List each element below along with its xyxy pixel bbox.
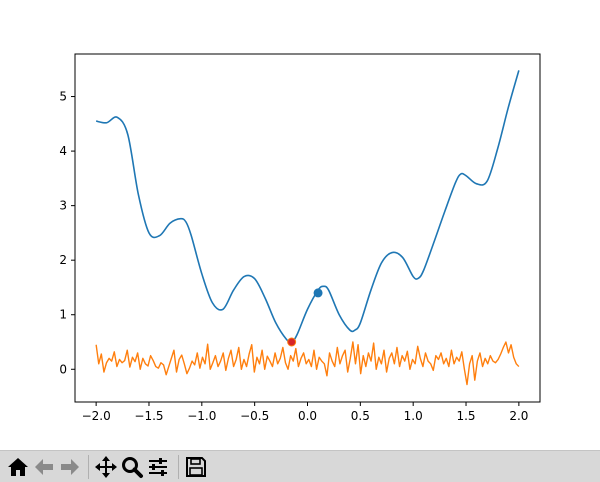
y-tick-label: 3 (59, 199, 67, 213)
zoom-button[interactable] (120, 455, 144, 479)
x-tick-label: 1.5 (456, 409, 475, 423)
y-tick-label: 4 (59, 144, 67, 158)
home-button[interactable] (6, 455, 30, 479)
toolbar-separator (178, 455, 179, 479)
y-tick-label: 5 (59, 90, 67, 104)
zoom-icon (122, 457, 143, 478)
x-tick-label: 1.0 (404, 409, 423, 423)
y-tick-label: 0 (59, 362, 67, 376)
figure-canvas: −2.0 −1.5 −1.0 −0.5 0.0 0.5 1.0 1.5 2.0 0 1 2 3 4 5 (59, 53, 541, 423)
forward-arrow-icon (61, 459, 79, 475)
back-button[interactable] (32, 455, 56, 479)
configure-subplots-icon (149, 458, 167, 476)
home-icon (8, 458, 28, 476)
x-tick-label: −2.0 (82, 409, 111, 423)
plot-area: −2.0 −1.5 −1.0 −0.5 0.0 0.5 1.0 1.5 2.0 0 1 2 3 4 5 (59, 53, 541, 423)
x-tick-label: −0.5 (240, 409, 269, 423)
forward-button[interactable] (58, 455, 82, 479)
y-tick-label: 1 (59, 308, 67, 322)
minimum-point (287, 337, 297, 347)
axes-frame (74, 53, 541, 403)
pan-button[interactable] (94, 455, 118, 479)
points-layer (287, 288, 323, 347)
pan-icon (95, 456, 117, 478)
y-tick-label: 2 (59, 253, 67, 267)
configure-subplots-button[interactable] (146, 455, 170, 479)
y-axis-ticks: 0 1 2 3 4 5 (59, 90, 75, 376)
x-axis-ticks: −2.0 −1.5 −1.0 −0.5 0.0 0.5 1.0 1.5 2.0 (82, 402, 528, 423)
x-tick-label: 2.0 (509, 409, 528, 423)
toolbar-separator (88, 455, 89, 479)
back-arrow-icon (35, 459, 53, 475)
x-tick-label: 0.0 (298, 409, 317, 423)
x-tick-label: −1.0 (187, 409, 216, 423)
x-tick-label: −1.5 (134, 409, 163, 423)
x-tick-label: 0.5 (351, 409, 370, 423)
save-icon (186, 457, 206, 477)
current-point (313, 288, 323, 298)
save-button[interactable] (184, 455, 208, 479)
navigation-toolbar (0, 450, 600, 482)
axes-background (75, 54, 540, 402)
series-noise-line (95, 341, 520, 386)
